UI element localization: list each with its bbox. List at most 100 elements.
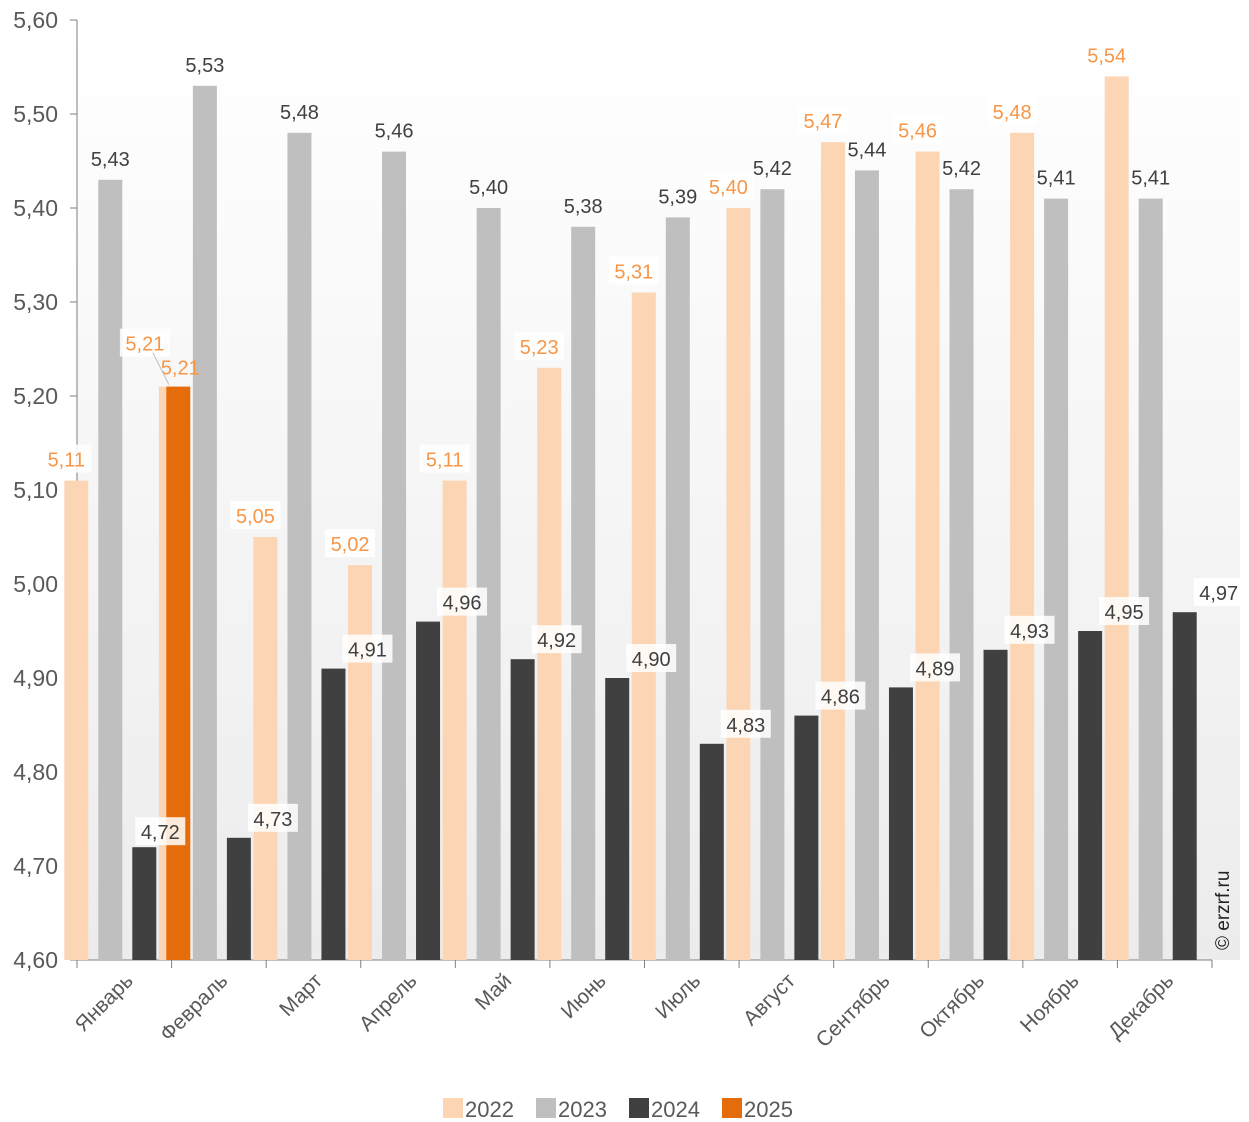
- data-label-bg: [1081, 40, 1132, 69]
- data-label-bg: [720, 709, 771, 738]
- data-label-2024: 4,95: [1105, 602, 1144, 624]
- data-label-bg: [892, 115, 943, 144]
- data-label-2023: 5,44: [847, 139, 886, 161]
- legend-swatch-2022: [443, 1098, 463, 1118]
- data-label-2023: 5,43: [91, 149, 130, 171]
- data-label-2022: 5,47: [803, 111, 842, 133]
- bar-2023: [1138, 198, 1163, 961]
- data-label-2024: 4,86: [821, 687, 860, 709]
- data-label-2023: 5,42: [942, 158, 981, 180]
- bar-2024: [321, 668, 346, 960]
- data-label-2023: 5,42: [753, 158, 792, 180]
- data-label-2024: 4,72: [141, 822, 180, 844]
- data-label-2023: 5,53: [185, 55, 224, 77]
- data-label-2024: 4,73: [253, 809, 292, 831]
- data-labels: 5,11 5,21 5,05 5,02 5,11 5,23 5,31 5,40 5,47 5,46…: [41, 40, 1244, 846]
- bar-2022: [1010, 132, 1035, 961]
- data-label-2024: 4,93: [1010, 621, 1049, 643]
- bar-2024: [605, 678, 630, 960]
- data-label-bg: [437, 587, 488, 616]
- x-tick-label: Январь: [71, 969, 138, 1036]
- y-tick-label: 5,00: [13, 571, 58, 597]
- bar-2023: [760, 189, 785, 960]
- data-label-bg: [514, 331, 565, 360]
- data-label-2022: 5,11: [48, 450, 85, 472]
- y-axis: 4,60 4,70 4,80 4,90 5,00 5,10 5,20 5,30 5,40 5,50…: [13, 7, 78, 973]
- x-tick-label: Февраль: [156, 969, 233, 1046]
- bar-2023: [1044, 198, 1069, 961]
- data-label-2022: 5,23: [520, 337, 559, 359]
- x-tick-label: Март: [275, 969, 327, 1021]
- data-label-2025: 5,21: [161, 358, 200, 380]
- bar-2022: [253, 537, 278, 960]
- data-label-bg: [815, 681, 866, 710]
- bar-2024: [794, 715, 819, 960]
- bar-2024: [416, 621, 441, 960]
- bar-2022: [820, 142, 845, 960]
- data-label-leader: [152, 352, 170, 385]
- data-label-2022: 5,31: [614, 262, 653, 284]
- bar-2023: [287, 132, 312, 961]
- legend[interactable]: 2022 2023 2024 2025: [443, 1097, 793, 1122]
- bar-2024: [1078, 631, 1103, 960]
- legend-swatch-2023: [536, 1098, 556, 1118]
- data-label-bg: [1099, 597, 1150, 625]
- x-tick-label: Декабрь: [1104, 969, 1178, 1043]
- bar-2024: [888, 687, 913, 960]
- data-label-bg: [909, 653, 960, 682]
- data-label-2024: 4,92: [537, 630, 576, 652]
- bar-2022: [348, 565, 373, 960]
- bar-2022: [1104, 76, 1129, 960]
- bar-2023: [192, 85, 217, 961]
- data-label-bg: [1193, 578, 1244, 607]
- data-label-bg: [626, 644, 677, 672]
- watermark: © erzrf.ru: [1213, 870, 1234, 950]
- legend-swatch-2025: [722, 1098, 742, 1118]
- data-label-2023: 5,39: [658, 186, 697, 208]
- x-tick-label: Октябрь: [915, 969, 989, 1043]
- data-label-bg: [135, 817, 186, 846]
- bar-2023: [949, 189, 974, 960]
- data-label-2022: 5,21: [125, 334, 164, 356]
- bar-2023: [854, 170, 879, 960]
- x-tick-label: Май: [471, 969, 516, 1014]
- y-tick-label: 4,80: [13, 759, 58, 785]
- data-label-bg: [1004, 615, 1055, 644]
- bars: [64, 76, 1197, 961]
- data-label-bg: [703, 172, 754, 200]
- x-tick-label: Июнь: [557, 969, 611, 1023]
- y-tick-label: 4,70: [13, 853, 58, 879]
- data-label-bg: [247, 803, 298, 832]
- data-label-2024: 4,91: [348, 640, 387, 662]
- data-label-2022: 5,46: [898, 121, 937, 143]
- data-label-2022: 5,05: [236, 506, 275, 528]
- data-label-2023: 5,41: [1037, 168, 1076, 190]
- data-label-2022: 5,48: [993, 102, 1032, 124]
- data-label-2024: 4,89: [915, 658, 954, 680]
- bar-2022: [631, 292, 656, 961]
- x-tick-label: Сентябрь: [812, 969, 895, 1052]
- data-label-2024: 4,97: [1199, 583, 1238, 605]
- data-label-2023: 5,38: [564, 196, 603, 218]
- x-tick-label: Апрель: [355, 969, 422, 1036]
- legend-label-2025: 2025: [744, 1097, 793, 1122]
- legend-swatch-2024: [629, 1098, 649, 1118]
- bar-2023: [665, 217, 690, 960]
- bar-2023: [571, 226, 596, 961]
- data-label-bg: [531, 625, 582, 654]
- y-tick-label: 5,60: [13, 7, 58, 33]
- bar-2023: [98, 179, 123, 961]
- bar-2024: [226, 837, 251, 960]
- x-tick-label: Август: [739, 969, 800, 1030]
- data-label-bg: [797, 106, 848, 135]
- data-label-2023: 5,40: [469, 177, 508, 199]
- bar-2022: [64, 480, 89, 960]
- data-label-bg: [119, 328, 170, 357]
- bar-2022: [442, 480, 467, 960]
- bar-2023: [382, 151, 407, 961]
- x-tick-label: Ноябрь: [1016, 969, 1084, 1037]
- y-tick-label: 5,30: [13, 289, 58, 315]
- data-label-2022: 5,54: [1087, 45, 1126, 67]
- bar-2023: [476, 208, 501, 960]
